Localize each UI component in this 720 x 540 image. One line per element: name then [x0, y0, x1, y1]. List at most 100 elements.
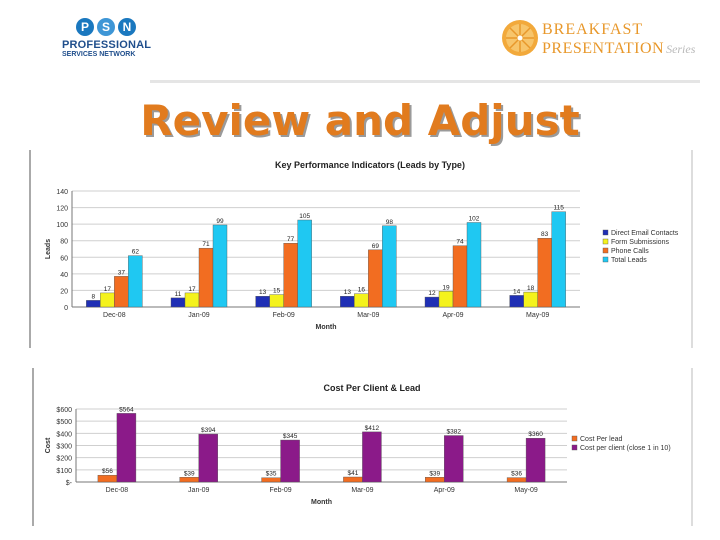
kpi-chart-x-tick-label: May-09	[526, 312, 549, 319]
cost-chart-bar	[97, 474, 118, 483]
kpi-chart-y-axis-label: Leads	[45, 239, 52, 259]
kpi-chart-legend-label: Total Leads	[611, 257, 647, 264]
kpi-chart-bar	[452, 245, 468, 308]
kpi-chart-legend-swatch	[602, 247, 609, 254]
kpi-chart-legend-swatch	[602, 238, 609, 245]
kpi-chart-x-tick-label: Apr-09	[442, 312, 463, 319]
cost-chart-x-tick-label: Feb-09	[269, 487, 291, 494]
kpi-chart-y-tick-label: 80	[60, 239, 68, 246]
cost-chart-bar	[525, 437, 546, 483]
kpi-chart-legend-swatch	[602, 256, 609, 263]
kpi-chart-bar	[269, 294, 284, 308]
psn-letter-n: N	[118, 18, 136, 36]
cost-chart-x-tick-label: Jan-09	[188, 487, 210, 494]
header-divider	[150, 80, 700, 83]
kpi-chart-bar	[114, 276, 129, 308]
cost-chart-bar	[116, 413, 137, 483]
cost-chart-y-tick-label: $600	[56, 407, 72, 414]
cost-chart-data-label: $412	[365, 425, 380, 432]
cost-chart-data-label: $360	[528, 431, 543, 438]
cost-chart-data-label: $564	[119, 406, 134, 413]
logo-series-text: Series	[666, 42, 696, 56]
kpi-chart-bar	[438, 291, 454, 308]
kpi-chart-data-label: 71	[202, 241, 210, 248]
kpi-chart-bar	[184, 292, 200, 308]
cost-chart-data-label: $41	[347, 470, 358, 477]
cost-chart-x-axis-label: Month	[311, 499, 332, 506]
cost-chart-y-tick-label: $500	[56, 419, 72, 426]
cost-chart-y-tick-label: $300	[56, 444, 72, 451]
cost-chart-legend-label: Cost Per lead	[580, 436, 623, 443]
kpi-chart-data-label: 74	[456, 239, 464, 246]
kpi-leads-chart: Key Performance Indicators (Leads by Typ…	[29, 150, 693, 348]
cost-chart-data-label: $36	[511, 471, 522, 478]
kpi-chart-data-label: 37	[118, 269, 126, 276]
kpi-chart-bar	[128, 255, 143, 308]
kpi-chart-data-label: 18	[527, 285, 535, 292]
kpi-chart-bar	[340, 296, 355, 308]
cost-chart-legend-swatch	[571, 444, 578, 451]
cost-chart-y-tick-label: $400	[56, 431, 72, 438]
cost-chart-bar	[198, 433, 218, 483]
cost-chart-x-tick-label: Mar-09	[351, 487, 373, 494]
cost-chart-bar	[343, 476, 363, 483]
cost-chart-bar	[362, 431, 382, 483]
cost-chart-data-label: $35	[266, 471, 277, 478]
kpi-chart-data-label: 69	[372, 243, 380, 250]
kpi-chart-bar	[170, 297, 186, 308]
kpi-chart-data-label: 98	[386, 219, 394, 226]
kpi-chart-data-label: 62	[132, 249, 140, 256]
kpi-chart-data-label: 19	[442, 284, 450, 291]
cost-chart-data-label: $56	[102, 468, 113, 475]
kpi-chart-data-label: 8	[92, 293, 96, 300]
kpi-chart-data-label: 11	[175, 291, 182, 298]
kpi-chart-y-tick-label: 60	[60, 255, 68, 262]
kpi-chart-data-label: 16	[358, 287, 366, 294]
kpi-chart-data-label: 102	[469, 215, 480, 222]
kpi-chart-legend-label: Direct Email Contacts	[611, 230, 679, 237]
cost-chart-bar	[506, 477, 527, 483]
cost-chart-bar	[425, 477, 445, 483]
kpi-chart-bar	[283, 242, 298, 308]
kpi-chart-title: Key Performance Indicators (Leads by Typ…	[275, 160, 465, 170]
cost-chart-y-axis-label: Cost	[45, 437, 52, 453]
psn-logo-line2: SERVICES NETWORK	[62, 51, 136, 58]
kpi-chart-data-label: 15	[273, 288, 281, 295]
kpi-chart-bar	[537, 238, 552, 308]
kpi-chart-data-label: 17	[188, 286, 196, 293]
logo-presentation-word: PRESENTATION	[542, 40, 665, 57]
logo-presentation-text: PRESENTATION Series	[542, 40, 695, 58]
kpi-chart-bar	[100, 292, 115, 308]
kpi-chart-data-label: 99	[216, 218, 224, 225]
cost-chart-bar	[179, 477, 199, 483]
kpi-chart-data-label: 13	[344, 289, 352, 296]
kpi-chart-bar	[424, 296, 440, 308]
cost-chart-bar	[280, 439, 300, 483]
kpi-chart-bar	[382, 225, 397, 308]
kpi-chart-y-tick-label: 0	[64, 305, 68, 312]
kpi-chart-data-label: 115	[553, 205, 564, 212]
kpi-chart-data-label: 17	[104, 286, 112, 293]
cost-chart-bar	[444, 435, 464, 483]
kpi-chart-bar	[86, 300, 101, 308]
cost-chart-x-tick-label: May-09	[514, 487, 537, 494]
kpi-chart-bar	[212, 224, 228, 308]
logo-breakfast-text: BREAKFAST	[542, 21, 644, 38]
cost-per-client-chart: Cost Per Client & Lead $- $100 $200 $300 $400…	[32, 368, 693, 526]
kpi-chart-x-tick-label: Dec-08	[103, 312, 126, 319]
psn-letter-p: P	[76, 18, 94, 36]
orange-slice-icon	[502, 20, 538, 56]
kpi-chart-legend-label: Form Submissions	[611, 239, 669, 246]
kpi-chart-data-label: 105	[299, 213, 310, 220]
cost-chart-legend-swatch	[571, 435, 578, 442]
cost-chart-title: Cost Per Client & Lead	[323, 383, 420, 393]
kpi-chart-y-tick-label: 20	[60, 288, 68, 295]
kpi-chart-y-tick-label: 40	[60, 272, 68, 279]
kpi-chart-bar	[198, 247, 214, 308]
kpi-chart-bar	[509, 295, 524, 308]
kpi-chart-bar	[354, 293, 369, 308]
kpi-chart-x-tick-label: Mar-09	[357, 312, 379, 319]
kpi-chart-legend-swatch	[602, 229, 609, 236]
